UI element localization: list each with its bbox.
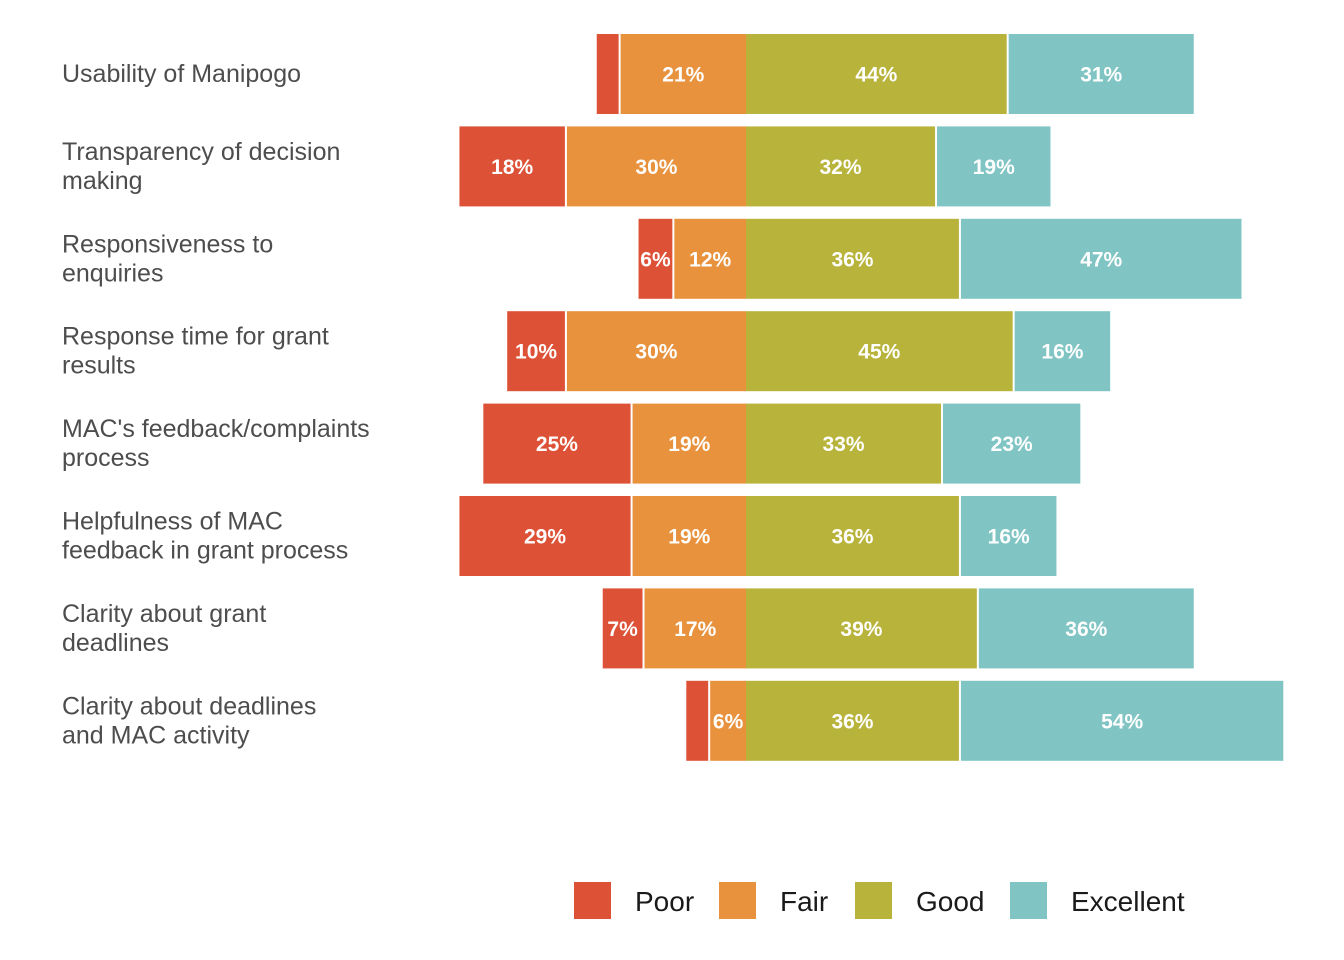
data-label: 19% xyxy=(668,433,710,456)
data-label: 19% xyxy=(668,526,710,549)
bar-segment-fair xyxy=(632,496,746,576)
category-label: Helpfulness of MAC xyxy=(62,508,283,536)
bar-segment-excellent xyxy=(1014,311,1111,392)
bar-segment-fair xyxy=(566,311,746,392)
category-label: making xyxy=(62,167,143,195)
legend-key-poor xyxy=(574,882,611,919)
bar-segment-poor xyxy=(507,311,565,392)
bar-segment-excellent xyxy=(960,680,1284,761)
data-label: 21% xyxy=(662,64,704,87)
bar-segment-poor xyxy=(459,126,565,207)
bar-segment-good xyxy=(746,496,959,576)
data-label: 25% xyxy=(536,433,578,456)
bar-segment-good xyxy=(746,218,959,299)
data-label: 6% xyxy=(713,710,744,733)
bar-segment-good xyxy=(746,403,942,484)
data-label: 23% xyxy=(991,433,1033,456)
data-label: 17% xyxy=(674,618,716,641)
data-label: 32% xyxy=(820,156,862,179)
data-label: 44% xyxy=(855,64,897,87)
category-label: enquiries xyxy=(62,259,163,287)
data-label: 36% xyxy=(831,710,873,733)
legend-key-fair xyxy=(719,882,756,919)
data-label: 30% xyxy=(635,341,677,364)
bar-segment-good xyxy=(746,680,959,761)
data-label: 36% xyxy=(831,526,873,549)
data-label: 45% xyxy=(858,341,900,364)
data-label: 33% xyxy=(822,433,864,456)
legend-key-good xyxy=(855,882,892,919)
legend-label: Fair xyxy=(780,886,828,917)
bar-segment-poor xyxy=(686,680,709,761)
bar-segment-fair xyxy=(632,403,746,484)
category-label: Transparency of decision xyxy=(62,138,340,166)
bar-segment-fair xyxy=(644,588,746,669)
bars: 21% 44% 31% 18% 30% 32% 19% 6% 12% 36% 47% 10% 30% 45… xyxy=(459,34,1284,761)
data-label: 18% xyxy=(491,156,533,179)
data-label: 6% xyxy=(640,248,671,271)
bar-segment-excellent xyxy=(960,496,1057,576)
data-label: 16% xyxy=(1041,341,1083,364)
bar-segment-fair xyxy=(674,218,746,299)
data-label: 30% xyxy=(635,156,677,179)
data-label: 29% xyxy=(524,526,566,549)
legend-key-excellent xyxy=(1010,882,1047,919)
category-label: Clarity about grant xyxy=(62,600,266,628)
data-label: 10% xyxy=(515,341,557,364)
category-label: process xyxy=(62,444,150,472)
data-label: 7% xyxy=(607,618,638,641)
legend-label: Good xyxy=(916,886,985,917)
bar-segment-excellent xyxy=(978,588,1194,669)
category-label: results xyxy=(62,352,136,380)
data-label: 36% xyxy=(1065,618,1107,641)
legend: Poor Fair Good Excellent xyxy=(574,882,1185,919)
bar-segment-fair xyxy=(620,34,746,114)
category-label: and MAC activity xyxy=(62,721,250,749)
bar-segment-poor xyxy=(602,588,643,669)
bar-segment-good xyxy=(746,311,1013,392)
bar-segment-excellent xyxy=(1008,34,1194,114)
bar-segment-fair xyxy=(566,126,746,207)
bar-segment-excellent xyxy=(960,218,1242,299)
category-label: deadlines xyxy=(62,629,169,657)
category-label: Usability of Manipogo xyxy=(62,60,301,88)
data-label: 54% xyxy=(1101,710,1143,733)
category-label: MAC's feedback/complaints xyxy=(62,415,370,443)
bar-segment-poor xyxy=(459,496,631,576)
category-label: feedback in grant process xyxy=(62,537,348,565)
category-label: Response time for grant xyxy=(62,323,329,351)
bar-segment-poor xyxy=(483,403,631,484)
bar-segment-poor xyxy=(596,34,619,114)
legend-label: Poor xyxy=(635,886,694,917)
data-label: 47% xyxy=(1080,248,1122,271)
bar-segment-poor xyxy=(638,218,673,299)
bar-segment-good xyxy=(746,34,1007,114)
bar-segment-good xyxy=(746,126,936,207)
data-label: 12% xyxy=(689,248,731,271)
category-label: Responsiveness to xyxy=(62,230,273,258)
category-labels: Usability of Manipogo Transparency of dec… xyxy=(62,60,370,749)
data-label: 31% xyxy=(1080,64,1122,87)
bar-segment-excellent xyxy=(943,403,1081,484)
bar-segment-fair xyxy=(710,680,746,761)
bar-segment-excellent xyxy=(937,126,1051,207)
legend-label: Excellent xyxy=(1071,886,1185,917)
data-label: 19% xyxy=(973,156,1015,179)
data-label: 16% xyxy=(988,526,1030,549)
data-label: 39% xyxy=(840,618,882,641)
category-label: Clarity about deadlines xyxy=(62,692,316,720)
data-label: 36% xyxy=(831,248,873,271)
bar-segment-good xyxy=(746,588,977,669)
